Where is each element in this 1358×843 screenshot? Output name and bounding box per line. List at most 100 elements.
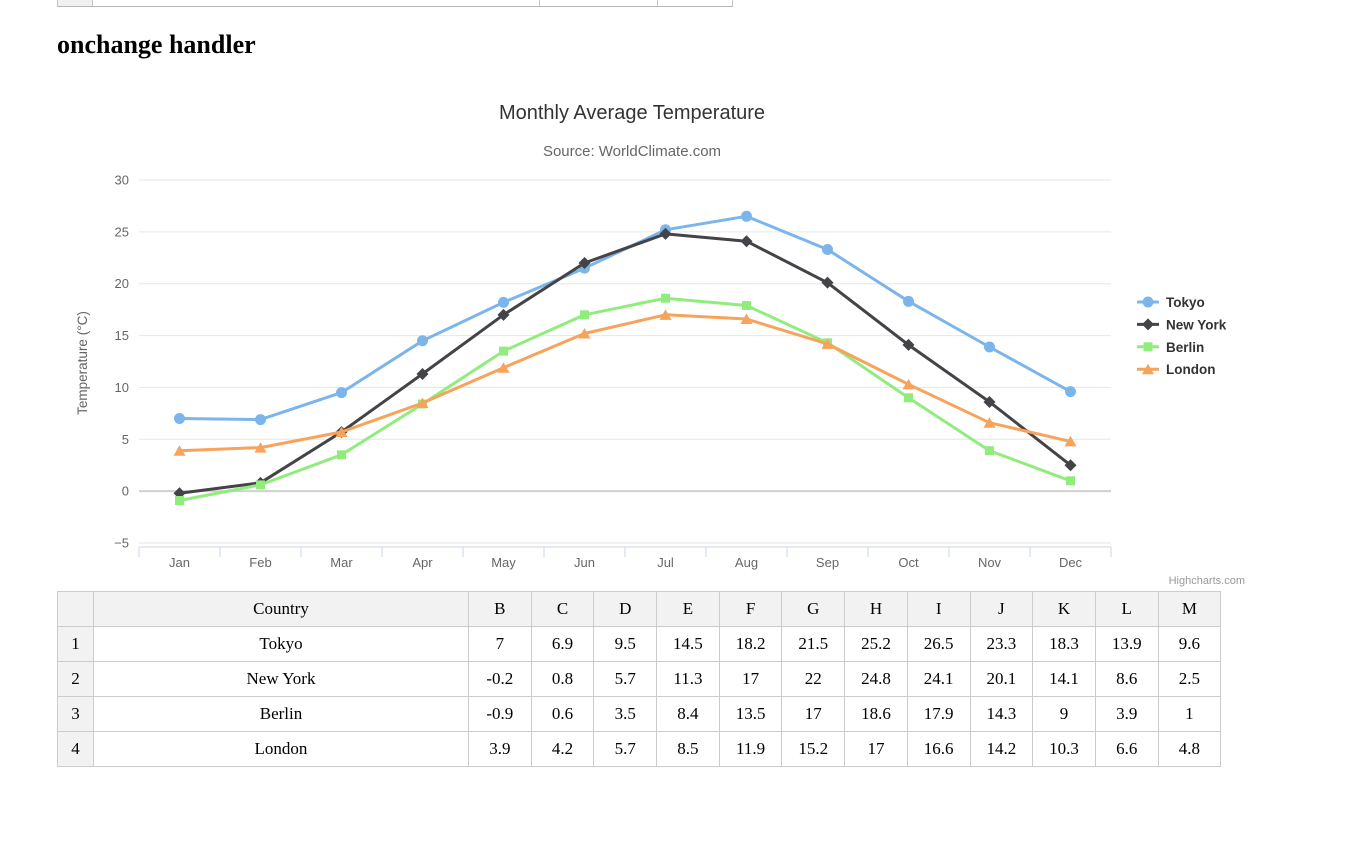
column-header-country[interactable]: Country [93, 591, 469, 627]
highcharts-credits-link[interactable]: Highcharts.com [1169, 575, 1245, 587]
data-point-new-york[interactable] [578, 256, 591, 269]
legend-item-new-york[interactable]: New York [1137, 317, 1227, 332]
data-point-new-york[interactable] [740, 235, 753, 248]
data-point-london[interactable] [335, 426, 348, 438]
data-point-new-york[interactable] [416, 367, 429, 380]
value-cell[interactable]: -0.2 [468, 661, 532, 697]
data-point-london[interactable] [983, 417, 996, 428]
data-point-london[interactable] [821, 338, 834, 349]
value-cell[interactable]: 22 [781, 661, 846, 697]
value-cell[interactable]: 20.1 [969, 661, 1034, 697]
value-cell[interactable]: 2.5 [1157, 661, 1222, 697]
value-cell[interactable]: 24.1 [906, 661, 971, 697]
value-cell[interactable]: 17 [718, 661, 783, 697]
data-point-berlin[interactable] [1066, 476, 1075, 486]
value-cell[interactable]: 3.9 [1094, 696, 1159, 732]
value-cell[interactable]: 23.3 [969, 626, 1034, 662]
data-point-tokyo[interactable] [903, 295, 914, 307]
data-point-london[interactable] [902, 378, 915, 390]
legend-marker-london[interactable] [1142, 363, 1154, 375]
column-header-k[interactable]: K [1032, 591, 1096, 627]
data-point-new-york[interactable] [497, 308, 510, 321]
value-cell[interactable]: 17.9 [906, 696, 971, 732]
column-header-h[interactable]: H [844, 591, 908, 627]
value-cell[interactable]: 18.2 [718, 626, 783, 662]
data-point-tokyo[interactable] [822, 243, 833, 255]
data-point-new-york[interactable] [983, 395, 996, 408]
value-cell[interactable]: 0.6 [530, 696, 595, 732]
value-cell[interactable]: 4.8 [1157, 731, 1222, 767]
column-header-l[interactable]: L [1094, 591, 1159, 627]
column-header-e[interactable]: E [656, 591, 720, 627]
value-cell[interactable]: 9 [1032, 696, 1096, 732]
data-point-tokyo[interactable] [984, 341, 995, 353]
data-point-berlin[interactable] [175, 495, 184, 505]
column-header-b[interactable]: B [468, 591, 532, 627]
data-point-london[interactable] [416, 397, 429, 408]
column-header-j[interactable]: J [969, 591, 1034, 627]
data-point-london[interactable] [254, 442, 267, 453]
legend-marker-berlin[interactable] [1143, 342, 1153, 352]
data-point-berlin[interactable] [904, 393, 913, 403]
data-point-tokyo[interactable] [1065, 386, 1076, 398]
country-cell[interactable]: Berlin [93, 696, 469, 732]
value-cell[interactable]: 6.9 [530, 626, 595, 662]
value-cell[interactable]: 1 [1157, 696, 1222, 732]
value-cell[interactable]: 21.5 [781, 626, 846, 662]
data-point-berlin[interactable] [256, 480, 265, 490]
value-cell[interactable]: 9.5 [593, 626, 658, 662]
data-point-berlin[interactable] [337, 450, 346, 460]
value-cell[interactable]: 11.9 [718, 731, 783, 767]
data-point-berlin[interactable] [580, 310, 589, 320]
data-point-new-york[interactable] [659, 227, 672, 240]
corner-cell[interactable] [57, 591, 94, 627]
data-point-london[interactable] [740, 313, 753, 324]
data-point-new-york[interactable] [821, 276, 834, 289]
value-cell[interactable]: 17 [844, 731, 908, 767]
value-cell[interactable]: 14.2 [969, 731, 1034, 767]
column-header-m[interactable]: M [1157, 591, 1222, 627]
value-cell[interactable]: 14.1 [1032, 661, 1096, 697]
data-point-tokyo[interactable] [741, 210, 752, 222]
value-cell[interactable]: 11.3 [656, 661, 720, 697]
data-point-tokyo[interactable] [174, 413, 185, 425]
value-cell[interactable]: 7 [468, 626, 532, 662]
legend-marker-tokyo[interactable] [1142, 296, 1154, 308]
column-header-f[interactable]: F [718, 591, 783, 627]
data-point-berlin[interactable] [742, 300, 751, 310]
value-cell[interactable]: 18.3 [1032, 626, 1096, 662]
value-cell[interactable]: 5.7 [593, 661, 658, 697]
value-cell[interactable]: 8.6 [1094, 661, 1159, 697]
value-cell[interactable]: 16.6 [906, 731, 971, 767]
value-cell[interactable]: 15.2 [781, 731, 846, 767]
value-cell[interactable]: 8.5 [656, 731, 720, 767]
value-cell[interactable]: 18.6 [844, 696, 908, 732]
country-cell[interactable]: New York [93, 661, 469, 697]
data-point-london[interactable] [497, 362, 510, 373]
row-number[interactable]: 2 [57, 661, 94, 697]
data-point-tokyo[interactable] [336, 387, 347, 399]
value-cell[interactable]: 17 [781, 696, 846, 732]
legend-marker-new-york[interactable] [1142, 318, 1154, 331]
column-header-i[interactable]: I [906, 591, 971, 627]
data-point-london[interactable] [173, 445, 186, 456]
value-cell[interactable]: 13.9 [1094, 626, 1159, 662]
value-cell[interactable]: 3.5 [593, 696, 658, 732]
country-cell[interactable]: Tokyo [93, 626, 469, 662]
data-point-berlin[interactable] [985, 446, 994, 456]
value-cell[interactable]: 24.8 [844, 661, 908, 697]
value-cell[interactable]: 8.4 [656, 696, 720, 732]
data-point-tokyo[interactable] [417, 335, 428, 347]
value-cell[interactable]: 13.5 [718, 696, 783, 732]
row-number[interactable]: 1 [57, 626, 94, 662]
data-point-tokyo[interactable] [255, 414, 266, 426]
value-cell[interactable]: 10.3 [1032, 731, 1096, 767]
legend-item-london[interactable]: London [1137, 362, 1215, 377]
data-point-london[interactable] [1064, 435, 1077, 447]
value-cell[interactable]: 4.2 [530, 731, 595, 767]
legend-item-tokyo[interactable]: Tokyo [1137, 295, 1205, 310]
row-number[interactable]: 4 [57, 731, 94, 767]
column-header-c[interactable]: C [530, 591, 595, 627]
value-cell[interactable]: 6.6 [1094, 731, 1159, 767]
data-point-berlin[interactable] [499, 346, 508, 356]
